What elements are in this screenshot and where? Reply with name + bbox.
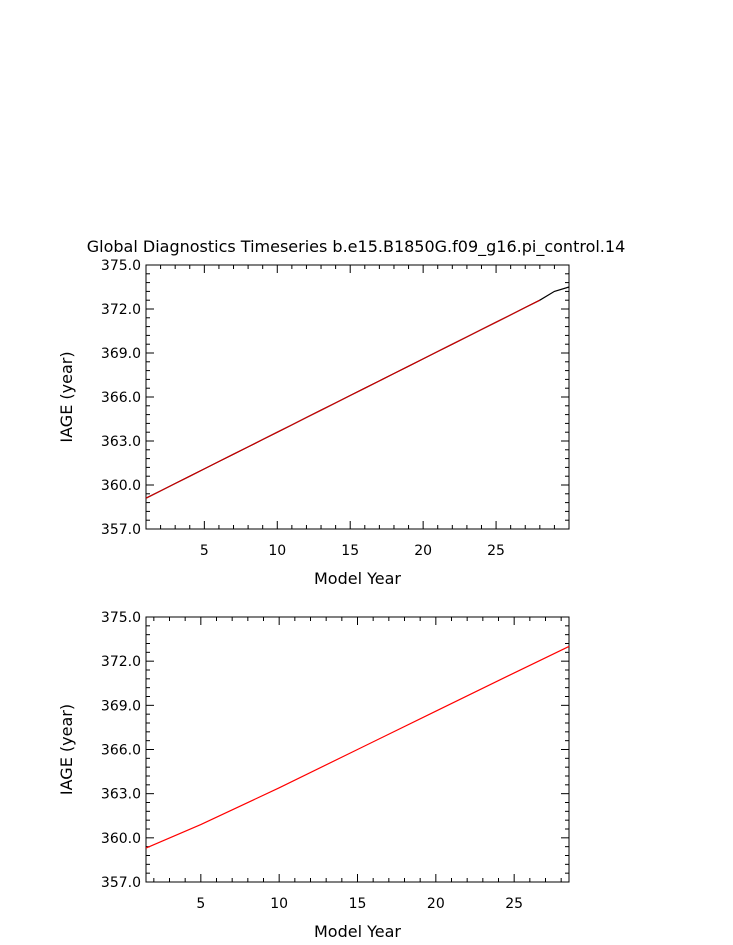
x-tick-label: 25 — [505, 896, 523, 912]
y-tick-label: 375.0 — [101, 258, 141, 274]
x-tick-label: 20 — [427, 896, 445, 912]
series-line-1 — [145, 645, 570, 849]
figure-title: Global Diagnostics Timeseries b.e15.B185… — [87, 237, 626, 257]
y-tick-label: 357.0 — [101, 522, 141, 538]
series-line-2 — [145, 299, 541, 499]
x-tick-label: 5 — [200, 543, 209, 559]
x-tick-label: 15 — [349, 896, 367, 912]
y-axis-label: IAGE (year) — [57, 704, 76, 795]
y-tick-label: 366.0 — [101, 390, 141, 406]
x-tick-label: 10 — [270, 896, 288, 912]
y-axis-label: IAGE (year) — [57, 351, 76, 442]
y-tick-label: 372.0 — [101, 302, 141, 318]
x-tick-label: 25 — [487, 543, 505, 559]
y-tick-label: 363.0 — [101, 434, 141, 450]
y-tick-label: 357.0 — [101, 875, 141, 891]
x-tick-label: 10 — [268, 543, 286, 559]
timeseries-panel-top: 357.0 360.0 363.0 366.0 369.0 372.0 375.0 5 10 15… — [57, 258, 570, 588]
x-tick-label: 15 — [341, 543, 359, 559]
x-axis-label: Model Year — [314, 922, 401, 941]
y-tick-label: 375.0 — [101, 610, 141, 626]
y-tick-label: 372.0 — [101, 654, 141, 670]
x-tick-label: 5 — [196, 896, 205, 912]
timeseries-panel-bottom: 357.0 360.0 363.0 366.0 369.0 372.0 375.0 5 10 15… — [57, 610, 570, 941]
y-tick-label: 363.0 — [101, 787, 141, 803]
y-tick-label: 360.0 — [101, 831, 141, 847]
plot-frame — [145, 264, 570, 530]
y-tick-label: 360.0 — [101, 478, 141, 494]
x-axis-label: Model Year — [314, 569, 401, 588]
x-tick-label: 20 — [414, 543, 432, 559]
y-tick-label: 369.0 — [101, 698, 141, 714]
y-tick-label: 366.0 — [101, 743, 141, 759]
y-tick-label: 369.0 — [101, 346, 141, 362]
